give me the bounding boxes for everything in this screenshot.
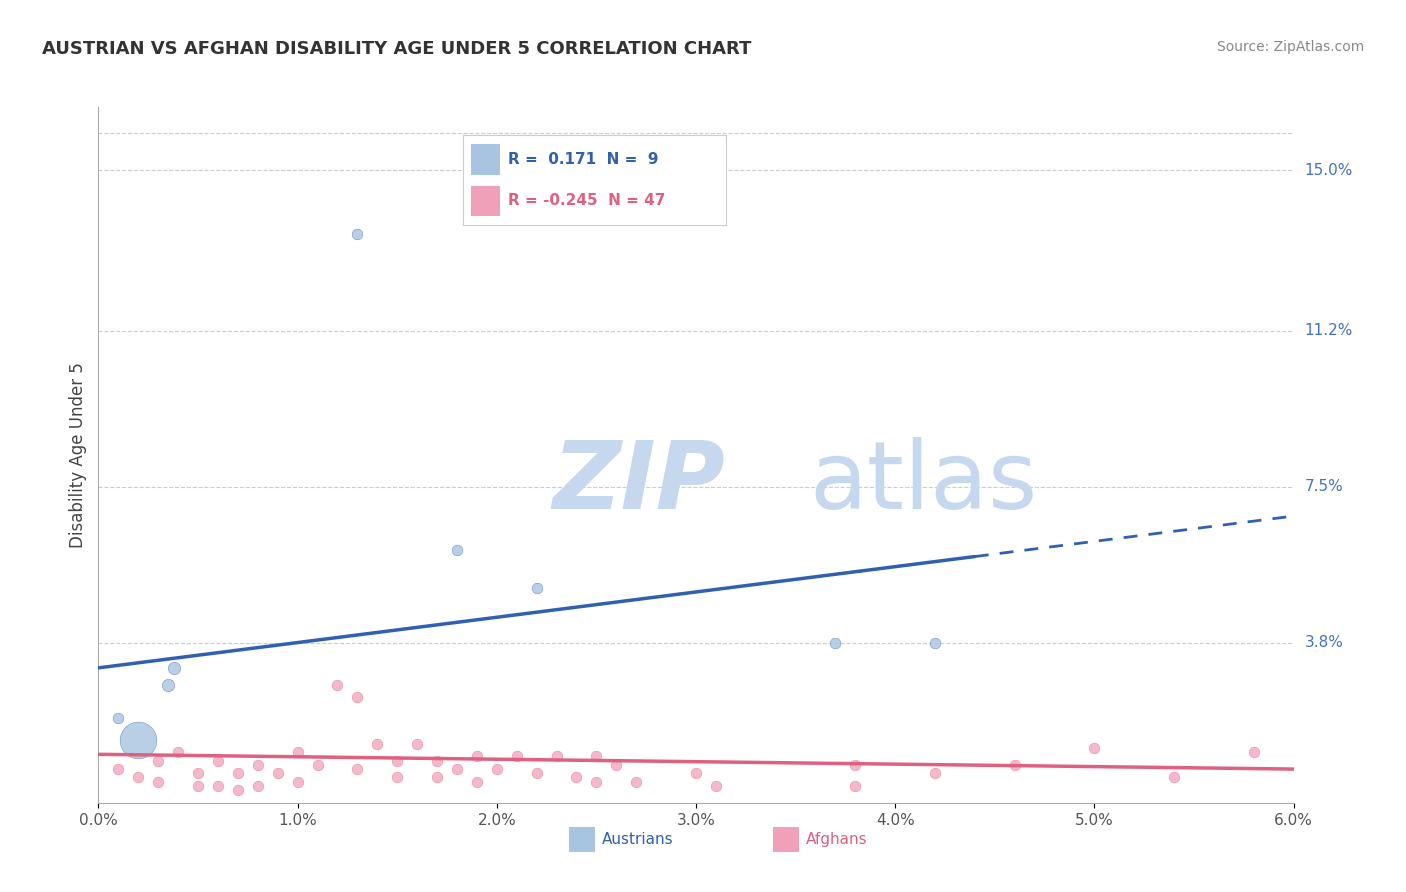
Point bbox=[685, 766, 707, 780]
Point bbox=[485, 762, 508, 776]
Text: Austrians: Austrians bbox=[602, 831, 673, 847]
Text: ZIP: ZIP bbox=[553, 437, 725, 529]
Point bbox=[844, 757, 866, 772]
Point bbox=[226, 783, 249, 797]
Point bbox=[157, 678, 180, 692]
Point bbox=[1004, 757, 1026, 772]
Point bbox=[924, 766, 946, 780]
Point bbox=[385, 754, 409, 768]
Text: 3.8%: 3.8% bbox=[1305, 635, 1344, 650]
Point bbox=[585, 774, 607, 789]
Point bbox=[187, 779, 209, 793]
Text: 15.0%: 15.0% bbox=[1305, 163, 1353, 178]
Point bbox=[267, 766, 290, 780]
Text: R = -0.245  N = 47: R = -0.245 N = 47 bbox=[508, 194, 665, 209]
Point bbox=[824, 635, 846, 649]
FancyBboxPatch shape bbox=[471, 144, 499, 175]
Point bbox=[585, 749, 607, 764]
Text: R =  0.171  N =  9: R = 0.171 N = 9 bbox=[508, 152, 658, 167]
Point bbox=[127, 771, 149, 785]
Y-axis label: Disability Age Under 5: Disability Age Under 5 bbox=[69, 362, 87, 548]
Point bbox=[148, 754, 170, 768]
Point bbox=[426, 754, 449, 768]
FancyBboxPatch shape bbox=[471, 186, 499, 216]
Point bbox=[326, 678, 349, 692]
Point bbox=[148, 774, 170, 789]
Point bbox=[1083, 741, 1105, 756]
Point bbox=[385, 771, 409, 785]
Point bbox=[605, 757, 627, 772]
Text: atlas: atlas bbox=[810, 437, 1038, 529]
Text: Afghans: Afghans bbox=[806, 831, 868, 847]
Point bbox=[207, 779, 229, 793]
Text: 11.2%: 11.2% bbox=[1305, 323, 1353, 338]
Point bbox=[565, 771, 588, 785]
Point bbox=[167, 745, 190, 759]
Point bbox=[346, 690, 368, 705]
Text: AUSTRIAN VS AFGHAN DISABILITY AGE UNDER 5 CORRELATION CHART: AUSTRIAN VS AFGHAN DISABILITY AGE UNDER … bbox=[42, 40, 752, 58]
Point bbox=[704, 779, 727, 793]
Point bbox=[406, 737, 429, 751]
Point bbox=[246, 779, 269, 793]
Point bbox=[287, 745, 309, 759]
Point bbox=[107, 762, 129, 776]
Point bbox=[465, 774, 488, 789]
Point bbox=[187, 766, 209, 780]
Point bbox=[207, 754, 229, 768]
Text: 7.5%: 7.5% bbox=[1305, 479, 1343, 494]
Point bbox=[346, 227, 368, 241]
Point bbox=[226, 766, 249, 780]
Point bbox=[526, 581, 548, 595]
Point bbox=[107, 711, 129, 725]
Point bbox=[546, 749, 568, 764]
Point bbox=[163, 661, 186, 675]
Point bbox=[1243, 745, 1265, 759]
Point bbox=[624, 774, 647, 789]
Point bbox=[1163, 771, 1185, 785]
Point bbox=[506, 749, 529, 764]
Point bbox=[287, 774, 309, 789]
Point bbox=[346, 762, 368, 776]
Point bbox=[446, 762, 468, 776]
Point bbox=[446, 542, 468, 557]
Point bbox=[127, 732, 149, 747]
Point bbox=[844, 779, 866, 793]
Point bbox=[246, 757, 269, 772]
Text: Source: ZipAtlas.com: Source: ZipAtlas.com bbox=[1216, 40, 1364, 54]
Point bbox=[526, 766, 548, 780]
Point bbox=[426, 771, 449, 785]
Point bbox=[924, 635, 946, 649]
Point bbox=[307, 757, 329, 772]
Point bbox=[465, 749, 488, 764]
Point bbox=[366, 737, 388, 751]
